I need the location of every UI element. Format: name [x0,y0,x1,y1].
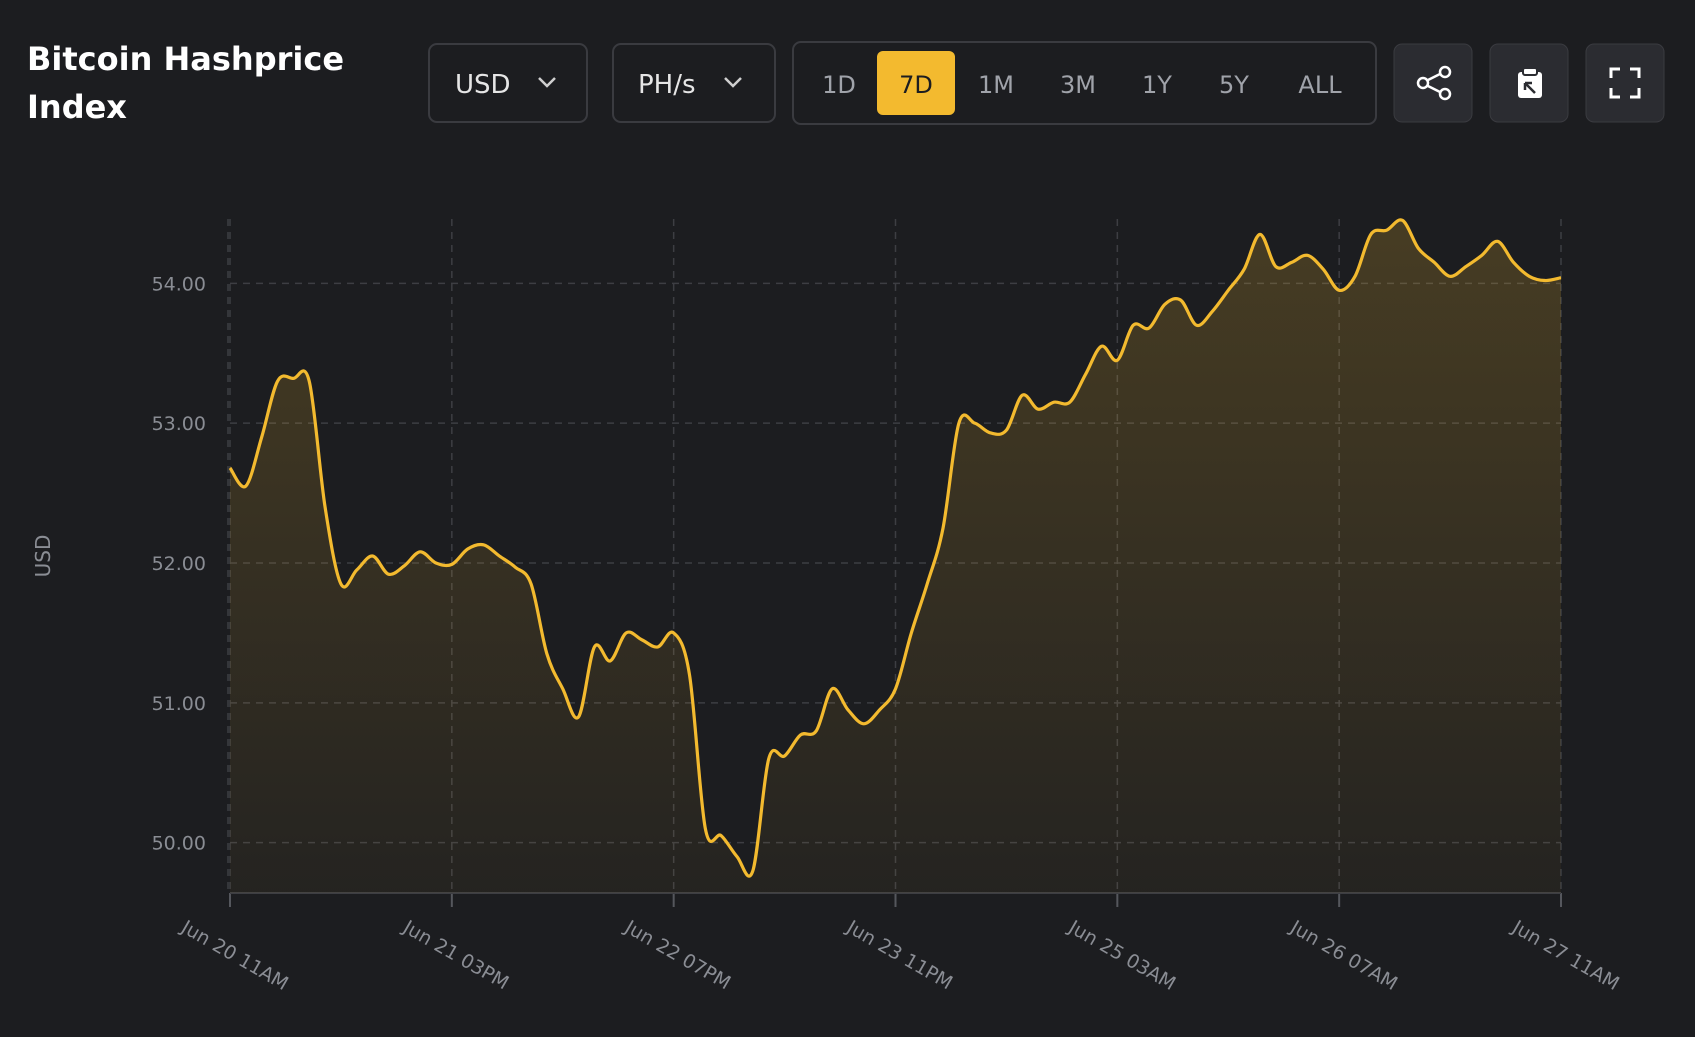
title: Index [27,88,127,126]
active-range[interactable] [877,51,955,115]
icon-button[interactable] [1585,43,1665,123]
icon [1416,76,1430,90]
dropdown-label[interactable]: PH/s [638,70,696,100]
icon [1609,67,1641,99]
chevron [724,77,742,88]
range-buttons: 1D 7D 1M 3M 1Y 5Y ALL [822,51,1342,115]
range-button[interactable]: 7D [899,71,933,99]
share-button[interactable] [1393,43,1473,123]
dropdown-box[interactable] [428,43,588,123]
range-button[interactable]: ALL [1298,71,1342,99]
line [228,218,1562,878]
y-tick-label: 53.00 [152,413,206,435]
unit-dropdown[interactable]: PH/s [612,43,776,123]
area [230,219,1561,894]
icon [1518,72,1542,98]
icon [1522,67,1538,76]
dropdown-box[interactable] [612,43,776,123]
range-button[interactable]: 1D [822,71,856,99]
icon [1523,81,1536,94]
y-tick-label: 50.00 [152,833,206,855]
range-button[interactable]: 5Y [1219,71,1249,99]
icon [1427,72,1441,94]
chevron [538,77,556,88]
y-axis-label: USD [31,535,55,578]
dropdown-label[interactable]: USD [455,70,511,100]
icon [1438,65,1452,79]
y-tick-label: 52.00 [152,553,206,575]
range-button[interactable]: 1M [978,71,1014,99]
range-button[interactable]: 3M [1060,71,1096,99]
y-tick-label: 51.00 [152,693,206,715]
title: Bitcoin Hashprice [27,40,344,78]
icon [1438,87,1452,101]
y-tick-label: 54.00 [152,273,206,295]
icon-button[interactable] [1393,43,1473,123]
fullscreen-button[interactable] [1585,43,1665,123]
clipboard-button[interactable] [1489,43,1569,123]
range-button[interactable]: 1Y [1142,71,1172,99]
currency-dropdown[interactable]: USD [428,43,588,123]
